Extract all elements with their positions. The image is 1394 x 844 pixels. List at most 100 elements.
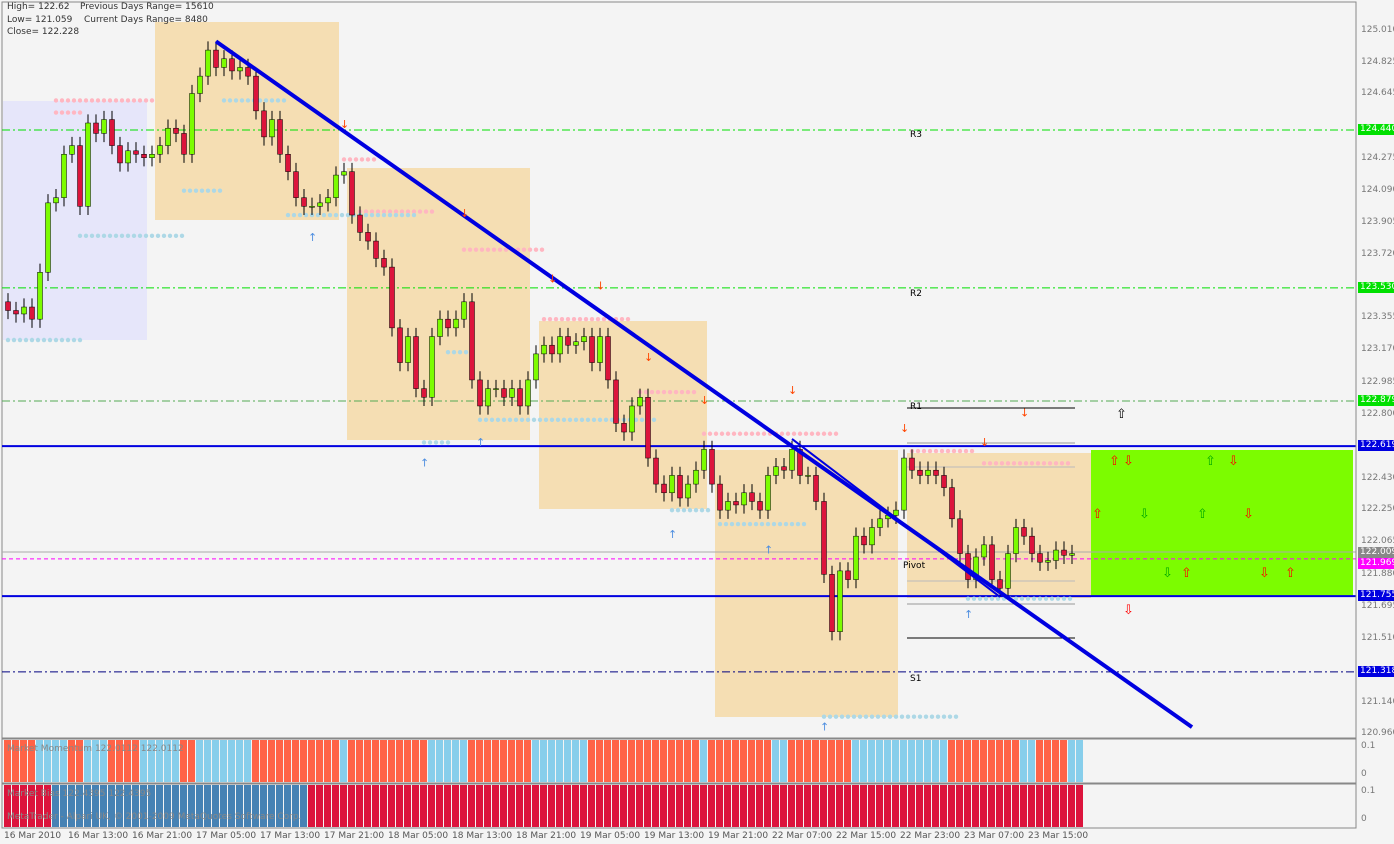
up-arrow-icon: ↑ — [964, 608, 973, 621]
bear-candle — [909, 457, 915, 471]
resistance-dot — [761, 431, 767, 436]
support-dot — [795, 521, 801, 527]
down-bar — [876, 785, 883, 827]
price-tag: 121.755 — [1358, 590, 1394, 601]
resistance-dot — [737, 431, 743, 436]
up-bar — [1020, 740, 1027, 782]
bull-candle — [773, 466, 779, 476]
down-arrow-icon: ↓ — [548, 273, 557, 286]
up-bar — [260, 785, 267, 827]
down-bar — [900, 785, 907, 827]
up-bar — [100, 740, 107, 782]
down-bar — [1004, 740, 1011, 782]
down-bar — [460, 785, 467, 827]
bull-candle — [1053, 549, 1059, 561]
down-bar — [724, 740, 731, 782]
down-bar — [1012, 740, 1019, 782]
support-dot — [281, 98, 287, 103]
resistance-dot — [755, 431, 761, 436]
bull-candle — [1013, 527, 1019, 554]
bull-candle — [461, 301, 467, 320]
up-bar — [772, 740, 779, 782]
bear-candle — [77, 145, 83, 207]
up-bar — [220, 740, 227, 782]
down-bar — [564, 785, 571, 827]
support-dot — [851, 714, 857, 719]
down-bar — [1060, 740, 1067, 782]
up-bar — [292, 785, 299, 827]
support-dot — [439, 440, 445, 445]
price-tick: 122.065 — [1361, 536, 1394, 546]
resistance-dot — [467, 247, 473, 252]
up-bar — [100, 785, 107, 827]
bull-candle — [53, 197, 59, 204]
up-bar — [124, 785, 131, 827]
trend-lines[interactable] — [214, 39, 1194, 729]
bull-candle — [493, 388, 499, 390]
up-bar — [196, 740, 203, 782]
down-bar — [412, 740, 419, 782]
bear-candle — [117, 145, 123, 164]
resistance-dot — [399, 209, 405, 214]
up-arrow-icon: ⇧ — [1109, 453, 1120, 469]
down-bar — [116, 740, 123, 782]
bull-candle — [765, 475, 771, 511]
up-bar — [36, 740, 43, 782]
time-tick: 17 Mar 13:00 — [260, 831, 321, 841]
support-dot — [905, 714, 911, 719]
down-bar — [948, 740, 955, 782]
down-bar — [540, 785, 547, 827]
support-dot — [827, 714, 833, 719]
time-tick: 17 Mar 21:00 — [324, 831, 385, 841]
resistance-dot — [553, 316, 559, 322]
up-bar — [276, 785, 283, 827]
high-readout: High= 122.62 — [7, 2, 70, 12]
up-bar — [244, 785, 251, 827]
bull-candle — [685, 483, 691, 499]
support-dot — [555, 417, 561, 423]
bear-candle — [957, 518, 963, 554]
support-dot — [257, 98, 263, 103]
up-bar — [76, 785, 83, 827]
up-bar — [452, 740, 459, 782]
resistance-dot — [473, 247, 479, 252]
up-bar — [940, 740, 947, 782]
up-bar — [172, 785, 179, 827]
support-dot — [205, 188, 211, 193]
bias-label: Market Bias 122.4395 122.4395 — [7, 789, 152, 799]
support-dot — [675, 507, 681, 513]
bear-candle — [349, 171, 355, 216]
down-bar — [124, 740, 131, 782]
time-tick: 23 Mar 15:00 — [1028, 831, 1089, 841]
down-bar — [556, 785, 563, 827]
support-dot — [161, 233, 167, 239]
bear-candle — [421, 388, 427, 398]
up-bar — [1068, 740, 1075, 782]
up-bar — [932, 740, 939, 782]
down-arrow-icon: ↓ — [788, 384, 797, 397]
support-dot — [179, 233, 185, 239]
bear-candle — [709, 449, 715, 485]
price-tick: 121.880 — [1361, 569, 1394, 579]
down-bar — [348, 785, 355, 827]
support-dot — [833, 714, 839, 719]
down-bar — [372, 740, 379, 782]
resistance-dot — [411, 209, 417, 214]
resistance-dot — [365, 157, 371, 162]
down-bar — [988, 740, 995, 782]
price-tick: 125.010 — [1361, 25, 1394, 35]
support-dot — [513, 417, 519, 423]
down-bar — [692, 740, 699, 782]
resistance-dot — [503, 247, 509, 252]
time-tick: 18 Mar 21:00 — [516, 831, 577, 841]
down-bar — [796, 785, 803, 827]
down-bar — [180, 740, 187, 782]
bear-candle — [781, 466, 787, 471]
down-bar — [396, 740, 403, 782]
support-dot — [893, 714, 899, 719]
down-bar — [644, 785, 651, 827]
up-bar — [580, 740, 587, 782]
down-bar — [732, 785, 739, 827]
down-bar — [668, 740, 675, 782]
